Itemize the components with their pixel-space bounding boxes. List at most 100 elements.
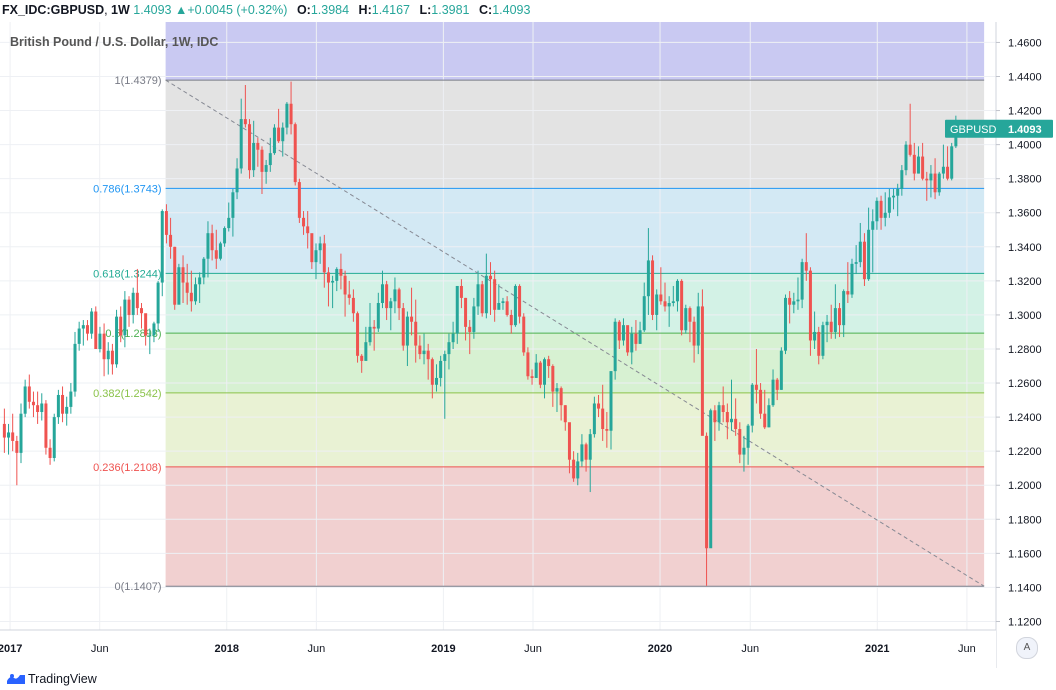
candle-body [439,360,443,378]
candle-body [65,406,69,414]
candles [2,81,958,586]
candle [90,308,94,339]
chart-area[interactable]: 1(1.4379)0.786(1.3743)0.618(1.3244)0.5(1… [0,22,1056,668]
candle-body [746,425,750,448]
candle [784,294,788,355]
candle-body [808,270,812,341]
candle-body [954,129,958,147]
candle-body [846,291,850,295]
candle [443,350,447,419]
candle-body [160,211,164,283]
candle [210,224,214,261]
candle-body [264,165,268,172]
auto-scale-button[interactable]: A [1016,637,1038,659]
candle-body [854,262,858,264]
price-tick-label: 1.3000 [1008,310,1042,322]
candle-body [430,359,434,385]
candle-body [921,156,925,179]
price-tick-label: 1.2200 [1008,446,1042,458]
candle [921,142,925,181]
time-tick-label: Jun [741,643,759,655]
candle-body [464,297,468,327]
candle-body [44,403,48,448]
candle-body [468,326,472,332]
candle-body [123,299,127,336]
candle-body [759,389,763,414]
candle-body [680,280,684,331]
candle-body [883,212,887,218]
candle [551,364,555,407]
interval[interactable]: 1W [111,3,130,17]
tradingview-logo-icon[interactable] [6,672,26,686]
candle-body [667,303,671,307]
candle [505,296,509,317]
candle-body [214,250,218,259]
price-tick-label: 1.3600 [1008,208,1042,220]
candle-body [700,306,704,436]
candle [426,343,430,380]
candle [858,222,862,268]
candle [297,178,301,223]
candle-body [742,447,746,455]
candle-body [302,217,306,227]
brand-label[interactable]: TradingView [28,672,97,686]
candle [833,284,837,339]
candle [322,234,326,288]
price-change: +0.0045 (+0.32%) [187,3,288,17]
candle-body [559,388,563,406]
time-axis[interactable]: 2017 Jun 2018 Jun 2019 Jun 2020 Jun 2021 Jun [0,629,996,668]
candle [489,262,493,315]
candle-body [23,386,27,414]
candle-body [268,153,272,166]
price-tick-label: 1.2400 [1008,412,1042,424]
candle-body [31,401,35,406]
candle [854,245,858,275]
fib-level-label: 0(1.1407) [115,581,162,593]
candle [364,326,368,361]
fib-band [165,188,985,274]
candle-body [85,325,89,334]
candle-body [77,328,81,344]
price-tick-label: 1.4200 [1008,106,1042,118]
candle-body [239,119,243,169]
price-tick-label: 1.4000 [1008,140,1042,152]
symbol[interactable]: FX_IDC:GBPUSD [2,3,105,17]
candle-body [310,233,314,263]
candle-body [763,413,767,428]
candle [916,146,920,174]
candle [846,262,850,304]
footer: TradingView [0,668,1056,690]
candle [941,144,945,179]
candle-body [202,258,206,278]
candle-body [630,333,634,353]
candle [912,142,916,181]
candle-body [775,379,779,390]
candle-body [779,350,783,390]
candle-body [493,279,497,310]
candle [169,217,173,259]
candle [397,287,401,321]
time-tick-label: 2019 [431,643,455,655]
candle [925,171,929,201]
candle [372,320,376,351]
candle-body [659,294,663,302]
candle [356,311,360,363]
candle-body [289,103,293,125]
price-axis[interactable]: 1.4600 1.4400 1.4200 1.4000 1.3800 1.3600 1.34… [995,22,1056,668]
candle-body [144,313,148,336]
candle-body [480,284,484,314]
price-tick-label: 1.1600 [1008,548,1042,560]
candle-body [584,444,588,460]
candle-body [543,359,547,385]
candle [52,413,56,462]
candle-body [513,285,517,326]
candle-body [838,308,842,326]
candle-body [767,405,771,428]
candle-body [621,325,625,341]
candle-body [588,434,592,460]
candle-body [189,292,193,302]
candle [547,355,551,378]
candle-body [148,335,152,337]
candle-body [472,306,476,332]
candle [933,158,937,200]
